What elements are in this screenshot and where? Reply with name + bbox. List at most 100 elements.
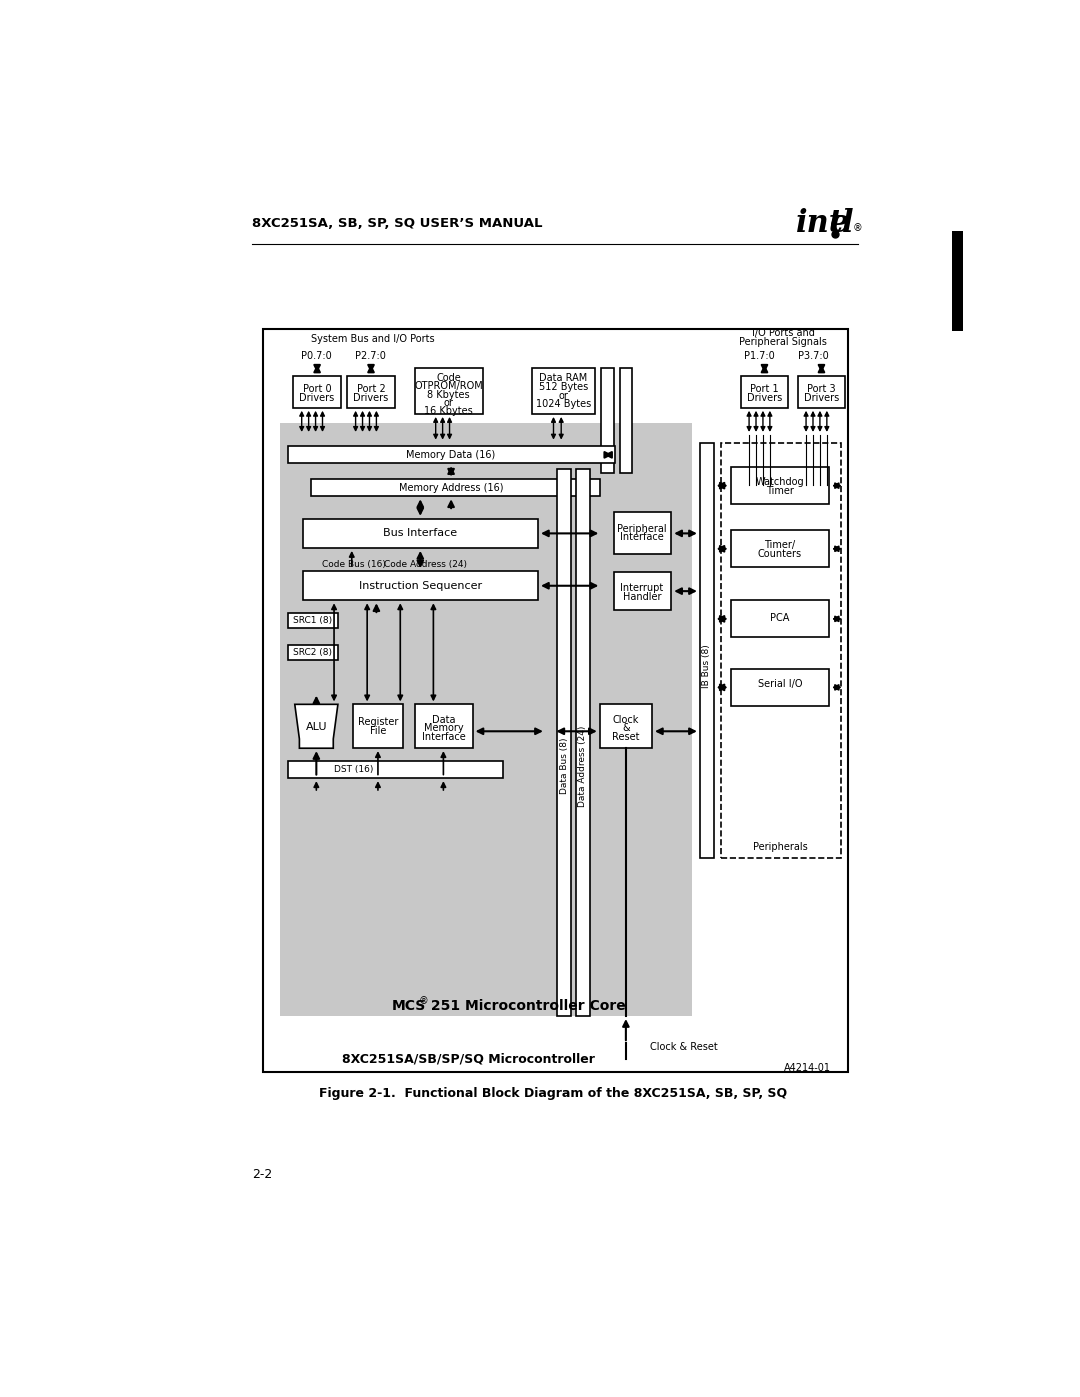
Polygon shape [295, 704, 338, 749]
Text: 2-2: 2-2 [252, 1168, 272, 1180]
Text: Clock: Clock [612, 715, 639, 725]
Text: Peripheral: Peripheral [618, 524, 666, 534]
Bar [730, 531, 829, 567]
Text: Register: Register [357, 717, 399, 726]
Text: or: or [444, 398, 454, 408]
Text: Code: Code [436, 373, 461, 383]
Bar [953, 231, 963, 331]
Bar [288, 613, 338, 629]
Text: P0.7:0: P0.7:0 [301, 351, 332, 360]
Bar [303, 571, 538, 601]
Text: l: l [842, 208, 854, 239]
Text: Data Bus (8): Data Bus (8) [559, 738, 569, 793]
Text: Interface: Interface [620, 532, 664, 542]
Text: P3.7:0: P3.7:0 [798, 351, 829, 360]
Bar [311, 479, 599, 496]
Text: Port 1: Port 1 [751, 384, 779, 394]
Bar [415, 704, 473, 749]
Bar [730, 467, 829, 504]
Bar [288, 645, 338, 661]
Text: Data RAM: Data RAM [539, 373, 588, 383]
Text: Data Address (24): Data Address (24) [578, 725, 588, 806]
Text: Handler: Handler [623, 591, 661, 602]
Bar [730, 669, 829, 705]
Bar [532, 367, 595, 414]
Text: IB Bus (8): IB Bus (8) [702, 644, 712, 687]
Text: 8XC251SA/SB/SP/SQ Microcontroller: 8XC251SA/SB/SP/SQ Microcontroller [342, 1052, 595, 1065]
Text: ®: ® [852, 224, 862, 233]
Text: Data: Data [432, 715, 455, 725]
Text: 8XC251SA, SB, SP, SQ USER’S MANUAL: 8XC251SA, SB, SP, SQ USER’S MANUAL [252, 217, 542, 229]
Bar [280, 423, 692, 1016]
Text: 16 Kbytes: 16 Kbytes [424, 407, 473, 416]
Bar [353, 704, 403, 749]
Bar [303, 518, 538, 548]
Text: 1024 Bytes: 1024 Bytes [536, 400, 591, 409]
Text: Memory Address (16): Memory Address (16) [399, 483, 503, 493]
Text: Peripherals: Peripherals [753, 842, 807, 852]
Bar [700, 443, 714, 858]
Bar [557, 469, 571, 1016]
Text: 251 Microcontroller Core: 251 Microcontroller Core [427, 999, 626, 1013]
Text: &: & [622, 724, 630, 733]
Text: Drivers: Drivers [804, 393, 839, 402]
Text: SRC2 (8): SRC2 (8) [293, 648, 332, 657]
Text: Code Address (24): Code Address (24) [384, 560, 467, 569]
Bar [288, 447, 616, 464]
Text: Port 0: Port 0 [302, 384, 332, 394]
Bar [613, 511, 672, 555]
Text: ®: ® [419, 996, 429, 1007]
Text: Timer: Timer [766, 486, 794, 496]
Text: SRC1 (8): SRC1 (8) [293, 616, 332, 624]
Text: Memory: Memory [423, 724, 463, 733]
Text: MCS: MCS [392, 999, 426, 1013]
Text: Counters: Counters [758, 549, 802, 559]
Text: System Bus and I/O Ports: System Bus and I/O Ports [311, 334, 434, 344]
Text: Code Bus (16): Code Bus (16) [323, 560, 387, 569]
Text: DST (16): DST (16) [334, 766, 374, 774]
Bar [288, 761, 503, 778]
Text: ALU: ALU [306, 722, 327, 732]
Bar [721, 443, 840, 858]
Text: Timer/: Timer/ [765, 539, 796, 550]
Bar [415, 367, 483, 414]
Text: PCA: PCA [770, 613, 789, 623]
Text: Watchdog: Watchdog [756, 476, 805, 486]
Text: Memory Data (16): Memory Data (16) [406, 450, 496, 460]
Text: Instruction Sequencer: Instruction Sequencer [359, 581, 482, 591]
Bar [294, 376, 341, 408]
Text: A4214-01: A4214-01 [784, 1063, 831, 1073]
Text: int: int [796, 208, 843, 239]
Text: Clock & Reset: Clock & Reset [650, 1042, 717, 1052]
Bar [599, 704, 652, 749]
Text: Port 2: Port 2 [356, 384, 386, 394]
Text: Drivers: Drivers [353, 393, 389, 402]
Text: Drivers: Drivers [747, 393, 782, 402]
Text: or: or [558, 391, 568, 401]
Text: e: e [829, 208, 849, 239]
Text: Reset: Reset [612, 732, 639, 742]
Bar [347, 376, 395, 408]
Text: P2.7:0: P2.7:0 [355, 351, 386, 360]
Text: File: File [369, 726, 387, 736]
Text: Peripheral Signals: Peripheral Signals [739, 338, 827, 348]
Text: I/O Ports and: I/O Ports and [752, 328, 814, 338]
Text: OTPROM/ROM: OTPROM/ROM [415, 381, 483, 391]
Bar [798, 376, 846, 408]
Text: Figure 2-1.  Functional Block Diagram of the 8XC251SA, SB, SP, SQ: Figure 2-1. Functional Block Diagram of … [320, 1087, 787, 1099]
Bar [576, 469, 590, 1016]
Bar [602, 367, 613, 474]
Bar [264, 330, 849, 1073]
Bar [620, 367, 632, 474]
Text: P1.7:0: P1.7:0 [744, 351, 775, 360]
Bar [741, 376, 788, 408]
Bar [730, 601, 829, 637]
Text: Port 3: Port 3 [807, 384, 836, 394]
Text: 512 Bytes: 512 Bytes [539, 383, 589, 393]
Text: 8 Kbytes: 8 Kbytes [428, 390, 470, 400]
Bar [613, 571, 672, 610]
Text: Interrupt: Interrupt [620, 583, 664, 594]
Text: Drivers: Drivers [299, 393, 335, 402]
Text: Serial I/O: Serial I/O [758, 679, 802, 689]
Text: Bus Interface: Bus Interface [383, 528, 457, 538]
